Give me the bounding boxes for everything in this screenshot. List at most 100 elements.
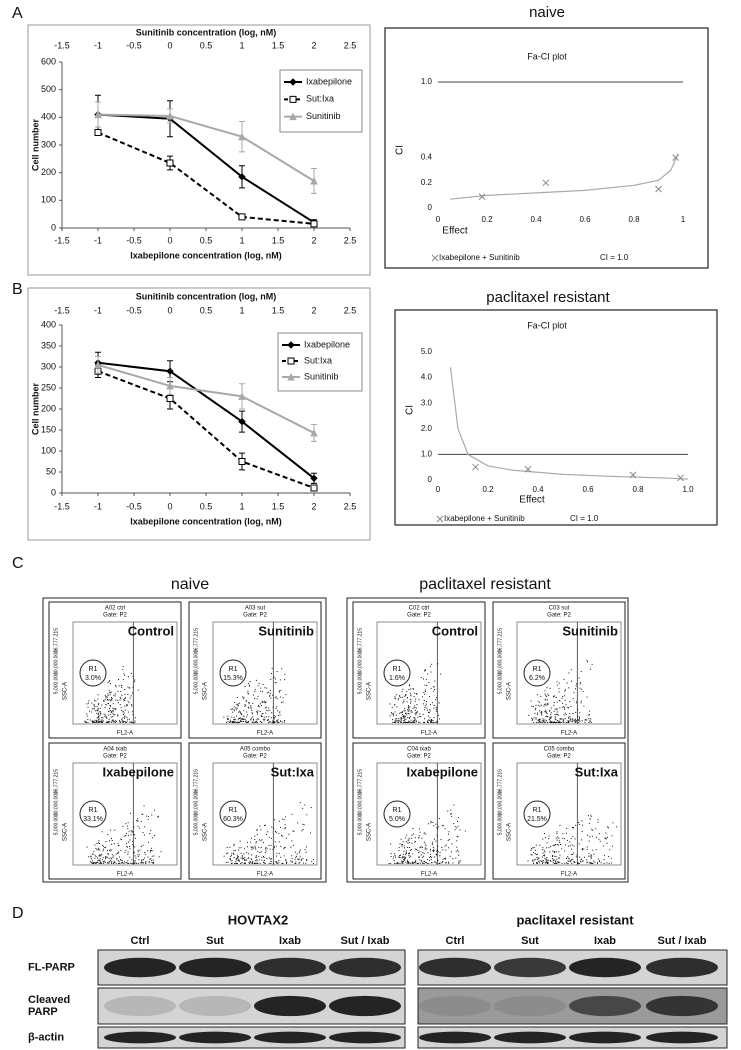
y-tick-label: 10,000,000 xyxy=(357,791,363,816)
event-dot xyxy=(233,710,235,712)
event-dot xyxy=(444,858,446,860)
event-dot xyxy=(108,708,110,710)
event-dot xyxy=(588,721,590,723)
event-dot xyxy=(235,721,237,723)
event-dot xyxy=(539,705,541,707)
event-dot xyxy=(93,862,95,864)
event-dot xyxy=(244,703,246,705)
event-dot xyxy=(243,696,245,698)
event-dot xyxy=(591,855,593,857)
event-dot xyxy=(534,859,536,861)
event-dot xyxy=(151,860,153,862)
event-dot xyxy=(298,852,300,854)
event-dot xyxy=(567,860,569,862)
event-dot xyxy=(556,832,558,834)
event-dot xyxy=(404,710,406,712)
event-dot xyxy=(271,667,273,669)
event-dot xyxy=(445,858,447,860)
event-dot xyxy=(131,705,133,707)
event-dot xyxy=(418,851,420,853)
event-dot xyxy=(97,842,99,844)
event-dot xyxy=(147,841,149,843)
event-dot xyxy=(304,804,306,806)
blot-band xyxy=(179,957,251,978)
event-dot xyxy=(294,862,296,864)
event-dot xyxy=(408,689,410,691)
event-dot xyxy=(99,714,101,716)
data-point xyxy=(524,465,532,473)
event-dot xyxy=(571,719,573,721)
event-dot xyxy=(414,700,416,702)
event-dot xyxy=(403,716,405,718)
event-dot xyxy=(404,695,406,697)
event-dot xyxy=(597,821,599,823)
blot-band xyxy=(329,957,401,978)
event-dot xyxy=(291,860,293,862)
event-dot xyxy=(537,712,539,714)
event-dot xyxy=(281,701,283,703)
event-dot xyxy=(227,719,229,721)
legend-marker xyxy=(287,341,295,349)
event-dot xyxy=(127,834,129,836)
event-dot xyxy=(95,862,97,864)
event-dot xyxy=(583,705,585,707)
event-dot xyxy=(447,839,449,841)
event-dot xyxy=(108,718,110,720)
y-tick-label: 300 xyxy=(41,361,56,371)
event-dot xyxy=(591,862,593,864)
event-dot xyxy=(401,844,403,846)
event-dot xyxy=(101,720,103,722)
event-dot xyxy=(243,715,245,717)
event-dot xyxy=(558,851,560,853)
event-dot xyxy=(236,721,238,723)
event-dot xyxy=(252,847,254,849)
event-dot xyxy=(254,862,256,864)
event-dot xyxy=(116,857,118,859)
event-dot xyxy=(589,668,591,670)
event-dot xyxy=(257,695,259,697)
event-dot xyxy=(398,856,400,858)
event-dot xyxy=(431,663,433,665)
event-dot xyxy=(538,857,540,859)
event-dot xyxy=(263,857,265,859)
event-dot xyxy=(411,862,413,864)
lane-label: Sut xyxy=(206,935,224,947)
event-dot xyxy=(134,846,136,848)
data-point xyxy=(166,159,174,167)
event-dot xyxy=(253,721,255,723)
event-dot xyxy=(250,717,252,719)
event-dot xyxy=(87,721,89,723)
event-dot xyxy=(423,699,425,701)
event-dot xyxy=(247,706,249,708)
event-dot xyxy=(541,860,543,862)
event-dot xyxy=(292,844,294,846)
y-tick-label: 0 xyxy=(428,203,433,212)
event-dot xyxy=(435,721,437,723)
event-dot xyxy=(112,703,114,705)
event-dot xyxy=(256,830,258,832)
event-dot xyxy=(439,862,441,864)
event-dot xyxy=(246,721,248,723)
event-dot xyxy=(436,854,438,856)
event-dot xyxy=(390,712,392,714)
event-dot xyxy=(413,719,415,721)
event-dot xyxy=(295,861,297,863)
event-dot xyxy=(426,720,428,722)
event-dot xyxy=(458,860,460,862)
event-dot xyxy=(557,714,559,716)
event-dot xyxy=(558,840,560,842)
event-dot xyxy=(96,709,98,711)
event-dot xyxy=(260,690,262,692)
event-dot xyxy=(540,721,542,723)
event-dot xyxy=(275,681,277,683)
legend-label: Ixabepilone + Sunitinib xyxy=(439,253,520,262)
event-dot xyxy=(241,862,243,864)
event-dot xyxy=(432,720,434,722)
event-dot xyxy=(427,721,429,723)
event-dot xyxy=(273,862,275,864)
event-dot xyxy=(291,840,293,842)
event-dot xyxy=(104,707,106,709)
event-dot xyxy=(99,707,101,709)
plot-area xyxy=(212,762,318,866)
event-dot xyxy=(559,841,561,843)
